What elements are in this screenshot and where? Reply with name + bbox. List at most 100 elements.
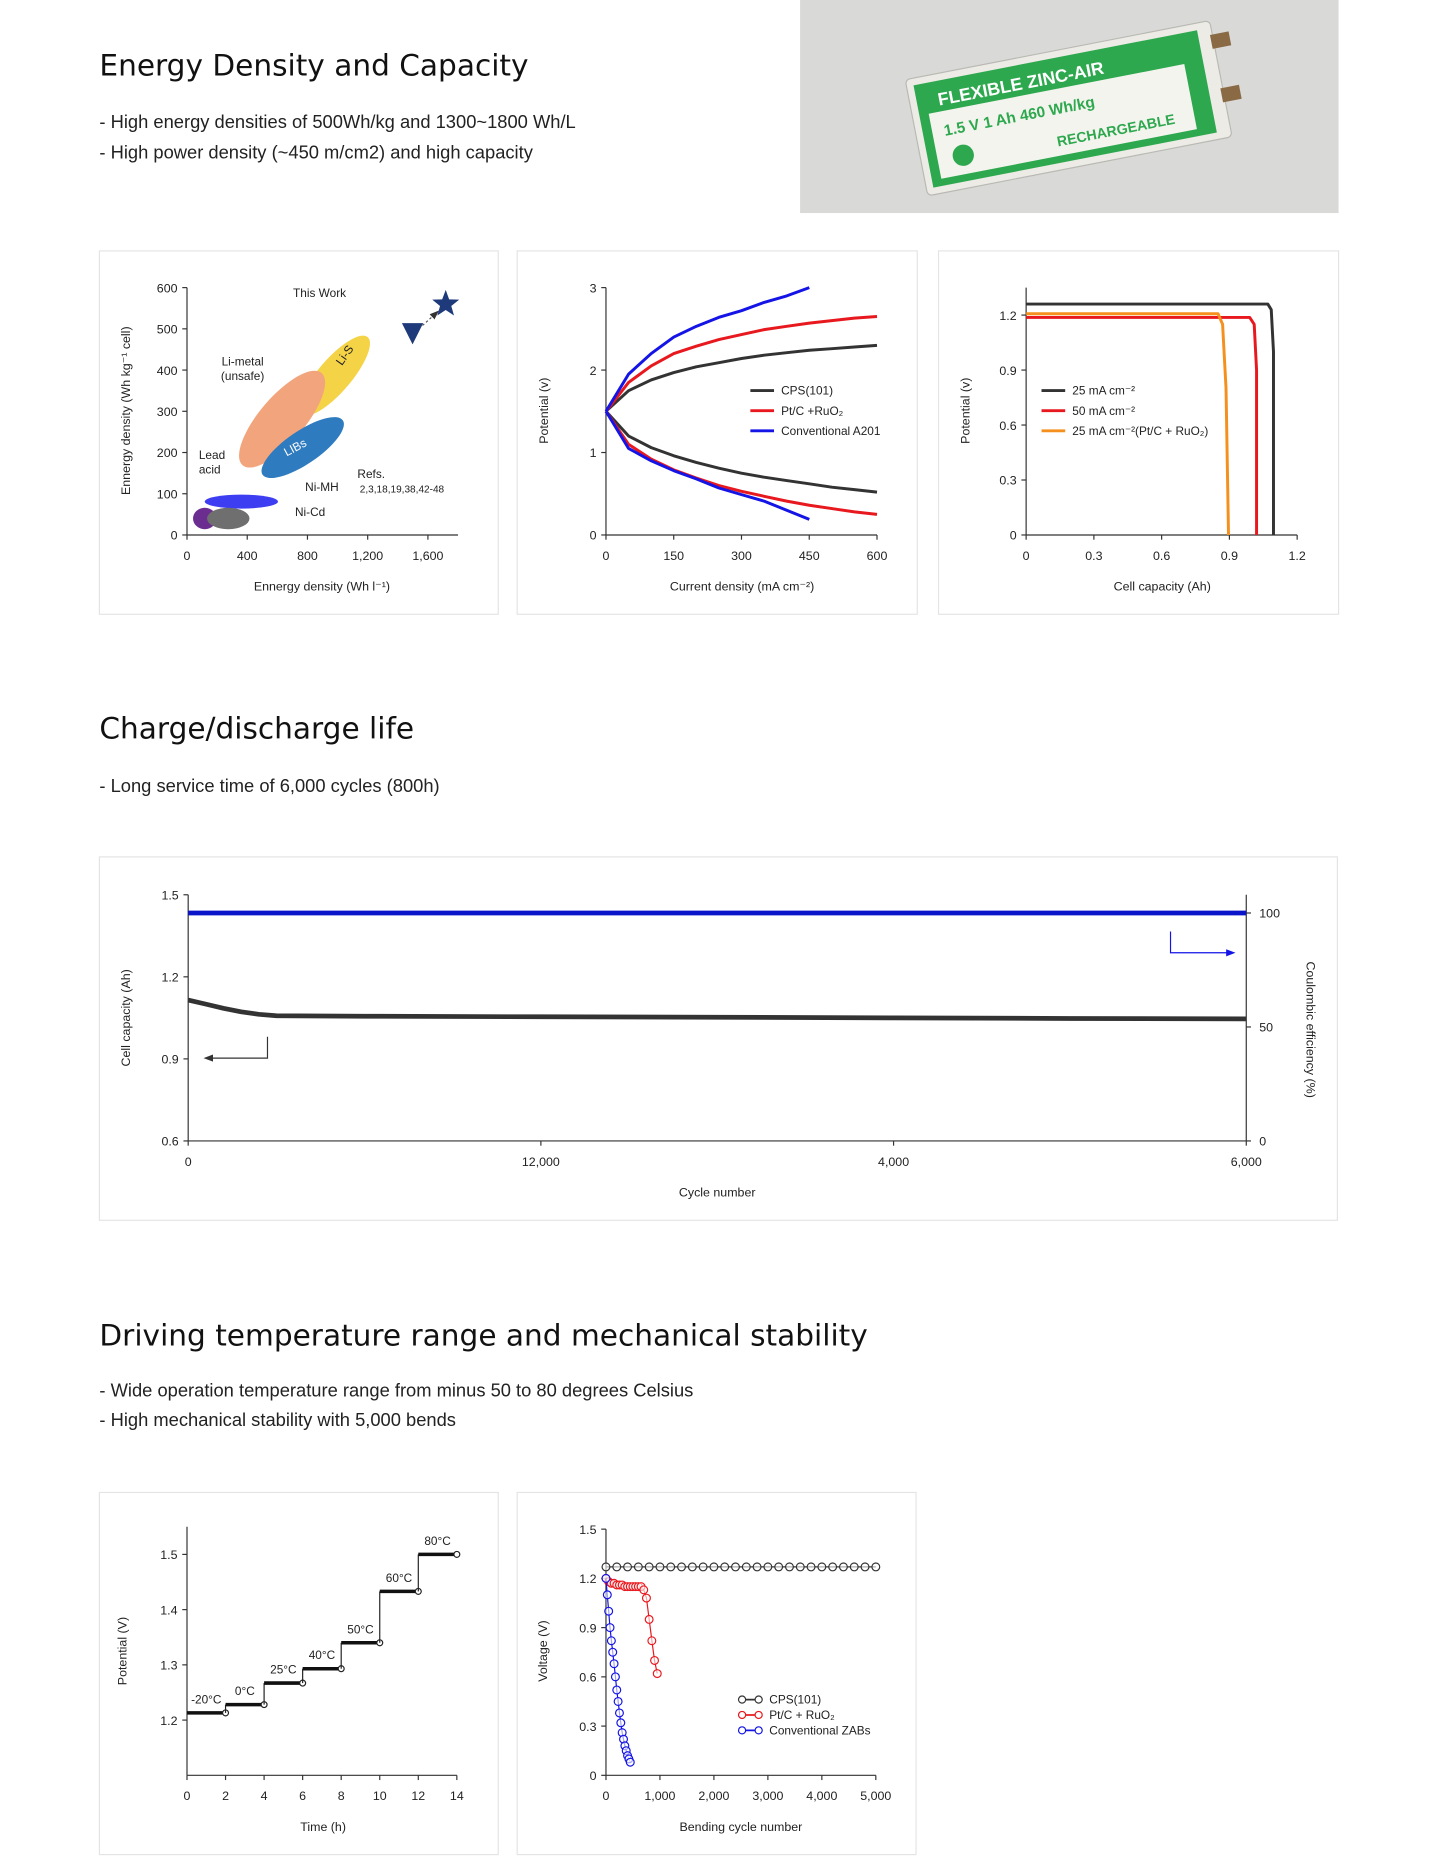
x-tick-label: 450 (799, 549, 820, 563)
x-axis-title: Current density (mA cm⁻²) (670, 580, 814, 594)
point (763, 1562, 773, 1572)
legend-marker (737, 1710, 747, 1720)
point (639, 1585, 649, 1595)
chart-frame (98, 856, 1338, 1221)
arrow (422, 310, 440, 326)
chart-frame (516, 250, 918, 615)
arrow (1169, 931, 1236, 957)
y-axis-title: Potential (v) (537, 378, 551, 444)
y2-axis-title: Coulombic efficiency (%) (1304, 962, 1318, 1098)
point (604, 1606, 614, 1616)
legend-label: Conventional ZABs (769, 1723, 870, 1737)
x-axis-title: Time (h) (300, 1820, 346, 1834)
point (614, 1708, 624, 1718)
x-tick-label: 4 (261, 1789, 268, 1803)
point (612, 1685, 622, 1695)
point (838, 1562, 848, 1572)
chart: 0 1 2 3 0 150 300 450 600 Current density (mA cm⁻… (516, 250, 918, 615)
x-axis-title: Cell capacity (Ah) (1114, 580, 1211, 594)
x-tick-label: 0 (184, 549, 191, 563)
x-axis-title: Ennergy density (Wh l⁻¹) (254, 580, 390, 594)
chart: 0 100 200 300 400 500 600 0 400 800 1,200 1,600 Enne… (98, 250, 499, 615)
point (432, 289, 460, 316)
y-tick-label: 1 (590, 446, 597, 460)
y-tick-label: 500 (157, 323, 178, 337)
section-title: Driving temperature range and mechanical… (99, 1319, 867, 1353)
y-tick-label: 0.9 (579, 1621, 596, 1635)
point (625, 1757, 635, 1767)
point (817, 1562, 827, 1572)
x-axis-title: Cycle number (679, 1186, 756, 1200)
point (616, 1718, 626, 1728)
chart-frame (937, 250, 1340, 615)
step-label: 25°C (270, 1663, 297, 1677)
chart: 0.6 0.9 1.2 1.5 0 12,000 4,000 6,000 0 50 100 Coulo… (98, 856, 1338, 1221)
point (709, 1562, 719, 1572)
x-tick-label: 3,000 (752, 1789, 783, 1803)
point (641, 1593, 651, 1603)
point (720, 1562, 730, 1572)
point (623, 1562, 633, 1572)
y-tick-label: 1.2 (161, 971, 178, 985)
x-tick-label: 10 (373, 1789, 387, 1803)
recycle-icon (952, 144, 974, 166)
y-tick-label: 1.5 (161, 889, 178, 903)
chart-frame (98, 1491, 499, 1856)
y-tick-label: 0 (590, 529, 597, 543)
y-tick-label: 1.3 (160, 1659, 177, 1673)
series-line (604, 286, 810, 413)
point (612, 1562, 622, 1572)
x-tick-label: 12 (411, 1789, 425, 1803)
legend-marker (754, 1695, 763, 1704)
y-tick-label: 1.2 (579, 1572, 596, 1586)
step-label: 80°C (424, 1534, 451, 1548)
annotation: acid (199, 462, 221, 476)
x-tick-label: 14 (450, 1789, 464, 1803)
x-tick-label: 150 (663, 549, 684, 563)
point (849, 1562, 859, 1572)
point (633, 1562, 643, 1572)
point (752, 1562, 762, 1572)
bullet: - High energy densities of 500Wh/kg and … (99, 111, 575, 132)
y2-tick-label: 100 (1259, 907, 1280, 921)
y-axis-title: Cell capacity (Ah) (119, 969, 133, 1066)
series-line (604, 410, 810, 521)
step-label: 0°C (235, 1684, 255, 1698)
section-title: Energy Density and Capacity (99, 49, 528, 83)
point (606, 1636, 616, 1646)
y-tick-label: 1.2 (160, 1714, 177, 1728)
chart: 0 0.3 0.6 0.9 1.2 0 0.3 0.6 0.9 1.2 Cell capacity … (937, 250, 1340, 615)
y-axis-title: Potential (V) (116, 1617, 130, 1685)
y-tick-label: 0.6 (579, 1671, 596, 1685)
point (608, 1647, 618, 1657)
x-tick-label: 12,000 (522, 1155, 560, 1169)
product-photo: FLEXIBLE ZINC-AIR 1.5 V 1 Ah 460 Wh/kg R… (800, 0, 1339, 214)
point (602, 1590, 612, 1600)
point (601, 1562, 611, 1572)
legend-label: 50 mA cm⁻² (1072, 404, 1135, 418)
section-title: Charge/discharge life (99, 712, 414, 746)
legend-label: Pt/C +RuO₂ (781, 404, 843, 418)
bullet: - High mechanical stability with 5,000 b… (99, 1409, 456, 1430)
point (644, 1562, 654, 1572)
chart: 0 0.3 0.6 0.9 1.2 1.5 0 1,000 2,000 3,000 4,000 5,0… (516, 1491, 917, 1856)
legend-label: CPS(101) (781, 384, 833, 398)
legend-marker (737, 1695, 747, 1704)
y-tick-label: 0.3 (579, 1720, 596, 1734)
point (860, 1562, 870, 1572)
label-inner (928, 64, 1197, 179)
x-tick-label: 5,000 (860, 1789, 891, 1803)
y-tick-label: 600 (157, 281, 178, 295)
step-end (453, 1550, 461, 1558)
x-tick-label: 800 (297, 549, 318, 563)
annotation: Ni-Cd (295, 505, 325, 519)
x-tick-label: 0.6 (1153, 549, 1170, 563)
battery: FLEXIBLE ZINC-AIR 1.5 V 1 Ah 460 Wh/kg R… (905, 20, 1242, 196)
chart-frame (98, 250, 499, 615)
step-label: 40°C (309, 1648, 336, 1662)
legend-label: Pt/C + RuO₂ (769, 1708, 834, 1722)
x-tick-label: 4,000 (878, 1155, 909, 1169)
x-tick-label: 0 (603, 549, 610, 563)
point (613, 1696, 623, 1706)
x-tick-label: 6,000 (1231, 1155, 1262, 1169)
